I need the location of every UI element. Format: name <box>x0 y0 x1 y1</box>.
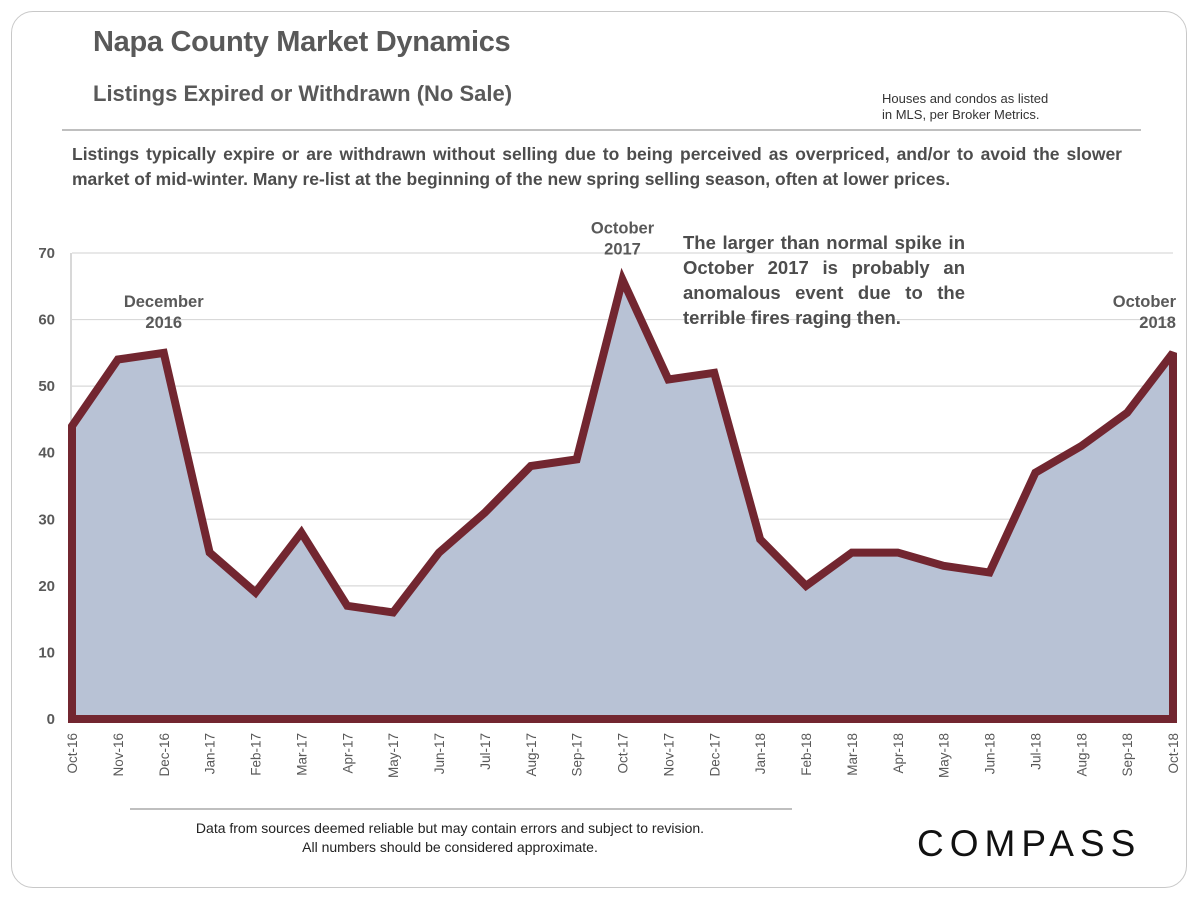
disclaimer-line-2: All numbers should be considered approxi… <box>302 839 598 855</box>
x-tick-label: Sep-18 <box>1120 733 1135 777</box>
source-note-line-2: in MLS, per Broker Metrics. <box>882 107 1040 122</box>
description-text: Listings typically expire or are withdra… <box>72 144 1122 189</box>
x-tick-label: Jan-17 <box>203 733 218 774</box>
area-series-path <box>68 267 1177 723</box>
area-series <box>68 267 1177 723</box>
x-tick-label: Feb-18 <box>799 733 814 776</box>
x-tick-label: Oct-17 <box>616 733 631 774</box>
source-note: Houses and condos as listed in MLS, per … <box>882 91 1122 123</box>
page-title: Napa County Market Dynamics <box>93 26 511 58</box>
x-axis: Oct-16 Nov-16 Dec-16 Jan-17 Feb-17 Mar-17 Apr-… <box>65 733 1181 778</box>
x-tick-label: May-18 <box>937 733 952 778</box>
x-tick-label: Oct-16 <box>65 733 80 774</box>
x-tick-label: Jul-17 <box>478 733 493 770</box>
x-tick-label: Nov-16 <box>111 733 126 777</box>
annotation-label: 2018 <box>1139 314 1176 332</box>
compass-logo: COMPASS <box>917 823 1142 864</box>
footer-divider <box>130 808 792 810</box>
disclaimer: Data from sources deemed reliable but ma… <box>120 819 780 857</box>
x-tick-label: Aug-18 <box>1074 733 1089 777</box>
x-tick-label: Jun-17 <box>432 733 447 774</box>
x-tick-label: Apr-18 <box>891 733 906 774</box>
x-tick-label: Dec-17 <box>707 733 722 777</box>
source-note-line-1: Houses and condos as listed <box>882 91 1049 106</box>
annotation-label: 2016 <box>145 314 182 332</box>
y-tick-label: 60 <box>38 312 55 329</box>
x-tick-label: Feb-17 <box>249 733 264 776</box>
x-tick-label: Jul-18 <box>1028 733 1043 770</box>
chart-subtitle: Listings Expired or Withdrawn (No Sale) <box>93 81 513 106</box>
annotation-label: October <box>591 220 655 238</box>
disclaimer-line-1: Data from sources deemed reliable but ma… <box>195 820 705 836</box>
x-tick-label: Aug-17 <box>524 733 539 777</box>
y-tick-label: 20 <box>38 578 55 595</box>
y-axis: 0 10 20 30 40 50 60 70 <box>38 245 55 728</box>
annotation-label: October <box>1113 293 1177 311</box>
y-tick-label: 30 <box>38 511 55 528</box>
header-divider <box>62 129 1141 131</box>
x-tick-label: Mar-18 <box>845 733 860 776</box>
x-tick-label: Jun-18 <box>983 733 998 774</box>
fire-spike-callout: The larger than normal spike in October … <box>683 232 965 328</box>
annotation-label: 2017 <box>604 241 641 259</box>
x-tick-label: Nov-17 <box>661 733 676 777</box>
x-tick-label: Apr-17 <box>340 733 355 774</box>
annotations: December 2016 October 2017 October 2018 <box>124 220 1177 332</box>
x-tick-label: Dec-16 <box>157 733 172 777</box>
x-tick-label: May-17 <box>386 733 401 778</box>
annotation-label: December <box>124 293 204 311</box>
x-tick-label: Oct-18 <box>1166 733 1181 774</box>
y-tick-label: 50 <box>38 378 55 395</box>
y-tick-label: 10 <box>38 644 55 661</box>
y-tick-label: 40 <box>38 445 55 462</box>
x-tick-label: Mar-17 <box>294 733 309 776</box>
y-tick-label: 0 <box>47 711 55 728</box>
x-tick-label: Jan-18 <box>753 733 768 774</box>
y-tick-label: 70 <box>38 245 55 262</box>
x-tick-label: Sep-17 <box>570 733 585 777</box>
